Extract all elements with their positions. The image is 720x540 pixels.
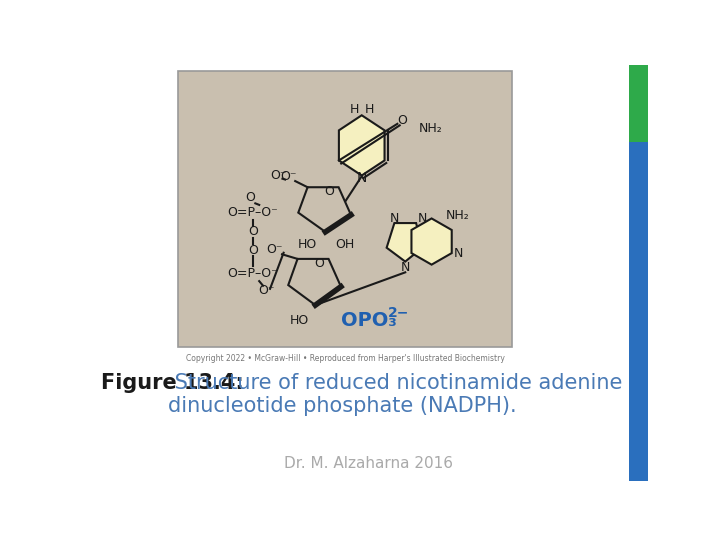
Text: N: N bbox=[356, 171, 367, 185]
Text: N: N bbox=[418, 212, 427, 225]
Bar bbox=[629, 142, 648, 481]
Text: O: O bbox=[248, 225, 258, 238]
Text: HO: HO bbox=[298, 238, 318, 251]
Polygon shape bbox=[298, 187, 351, 232]
Text: NH₂: NH₂ bbox=[446, 209, 470, 222]
Polygon shape bbox=[411, 219, 451, 265]
Text: Dr. M. Alzaharna 2016: Dr. M. Alzaharna 2016 bbox=[284, 456, 454, 471]
Text: O: O bbox=[246, 191, 256, 204]
Text: O: O bbox=[315, 257, 324, 270]
Text: O=P–O⁻: O=P–O⁻ bbox=[228, 206, 279, 219]
Text: O=P–O⁻: O=P–O⁻ bbox=[228, 267, 279, 280]
Polygon shape bbox=[288, 259, 341, 305]
Text: OPO₃: OPO₃ bbox=[341, 311, 397, 330]
Text: O⁻: O⁻ bbox=[270, 169, 287, 182]
Text: NH₂: NH₂ bbox=[419, 122, 443, 135]
Text: Figure 13.4:: Figure 13.4: bbox=[101, 373, 243, 393]
Text: H: H bbox=[349, 104, 359, 117]
Text: OH: OH bbox=[336, 238, 354, 251]
FancyBboxPatch shape bbox=[178, 71, 513, 347]
Text: O⁻: O⁻ bbox=[266, 243, 282, 256]
Polygon shape bbox=[339, 115, 384, 176]
Text: O: O bbox=[397, 114, 407, 127]
Bar bbox=[629, 65, 648, 142]
Text: O: O bbox=[324, 185, 334, 198]
Text: N: N bbox=[400, 261, 410, 274]
Text: 2−: 2− bbox=[387, 306, 409, 320]
Text: O⁻: O⁻ bbox=[281, 170, 297, 183]
Text: HO: HO bbox=[290, 314, 310, 327]
Polygon shape bbox=[387, 223, 423, 261]
Text: H: H bbox=[365, 104, 374, 117]
Text: N: N bbox=[390, 212, 399, 225]
Text: N: N bbox=[454, 247, 463, 260]
Text: Copyright 2022 • McGraw-Hill • Reproduced from Harper's Illustrated Biochemistry: Copyright 2022 • McGraw-Hill • Reproduce… bbox=[186, 354, 505, 363]
Text: Structure of reduced nicotinamide adenine
dinucleotide phosphate (NADPH).: Structure of reduced nicotinamide adenin… bbox=[168, 373, 622, 416]
Text: O: O bbox=[248, 244, 258, 257]
Text: O⁻: O⁻ bbox=[258, 284, 275, 297]
